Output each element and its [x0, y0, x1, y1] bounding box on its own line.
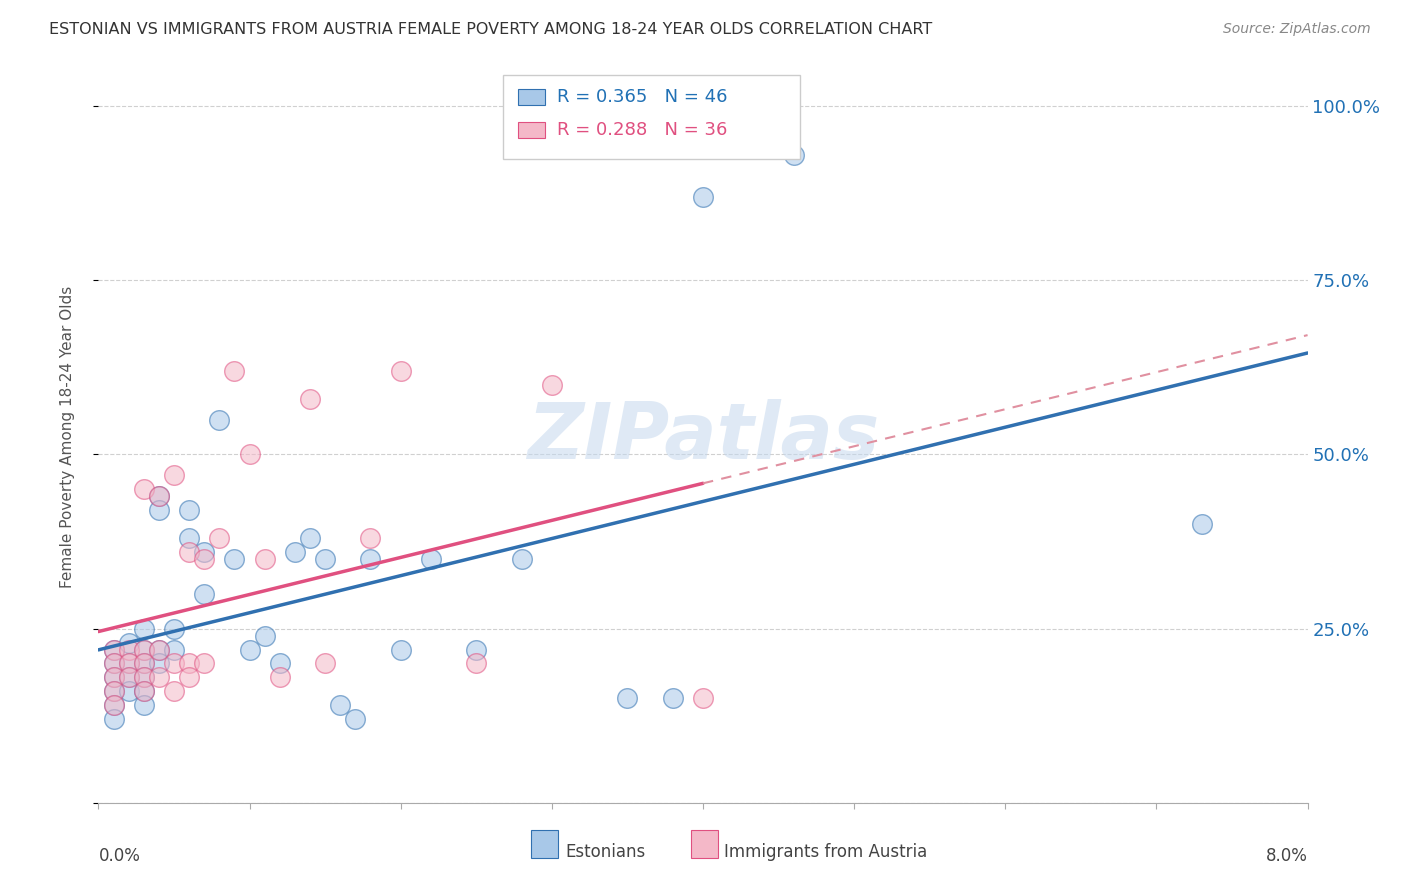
Point [314, 552, 336, 566]
Text: 0.0%: 0.0% [98, 847, 141, 864]
Text: R = 0.288   N = 36: R = 0.288 N = 36 [557, 121, 727, 139]
Point [465, 642, 488, 657]
Point [132, 670, 155, 684]
Point [253, 552, 276, 566]
Point [389, 642, 412, 657]
Point [193, 657, 215, 671]
Point [692, 190, 714, 204]
Point [616, 691, 638, 706]
Point [103, 670, 125, 684]
Point [299, 392, 322, 406]
Point [103, 712, 125, 726]
Point [344, 712, 367, 726]
Point [132, 698, 155, 713]
Point [103, 670, 125, 684]
Point [360, 552, 382, 566]
Point [132, 684, 155, 698]
Point [163, 642, 186, 657]
Point [132, 684, 155, 698]
Point [148, 657, 170, 671]
Text: Source: ZipAtlas.com: Source: ZipAtlas.com [1223, 22, 1371, 37]
Bar [517, 89, 544, 105]
Point [148, 642, 170, 657]
Point [132, 483, 155, 497]
Point [269, 657, 291, 671]
Point [118, 657, 141, 671]
Point [132, 657, 155, 671]
Point [103, 642, 125, 657]
Point [360, 531, 382, 545]
Point [193, 552, 215, 566]
Point [224, 364, 246, 378]
Point [179, 503, 201, 517]
Text: Estonians: Estonians [565, 843, 645, 861]
Point [132, 622, 155, 636]
Point [103, 642, 125, 657]
Point [692, 691, 714, 706]
Point [118, 642, 141, 657]
Point [163, 622, 186, 636]
Point [389, 364, 412, 378]
Point [179, 670, 201, 684]
Point [314, 657, 336, 671]
Text: ZIPatlas: ZIPatlas [527, 399, 879, 475]
Point [148, 670, 170, 684]
Point [661, 691, 683, 706]
Point [179, 531, 201, 545]
Point [465, 657, 488, 671]
Point [208, 412, 231, 426]
Point [118, 684, 141, 698]
Point [299, 531, 322, 545]
Bar [690, 830, 717, 858]
Point [132, 657, 155, 671]
Point [163, 657, 186, 671]
Point [103, 698, 125, 713]
Point [208, 531, 231, 545]
Point [329, 698, 352, 713]
Point [103, 684, 125, 698]
Point [179, 657, 201, 671]
Point [103, 698, 125, 713]
Text: Immigrants from Austria: Immigrants from Austria [724, 843, 927, 861]
Point [239, 642, 262, 657]
Point [148, 489, 170, 503]
Y-axis label: Female Poverty Among 18-24 Year Olds: Female Poverty Among 18-24 Year Olds [60, 286, 75, 588]
Point [193, 545, 215, 559]
Point [132, 642, 155, 657]
Point [163, 684, 186, 698]
Point [132, 670, 155, 684]
Bar [517, 122, 544, 138]
Point [103, 657, 125, 671]
Point [148, 642, 170, 657]
Point [540, 377, 562, 392]
Point [783, 148, 806, 162]
Point [118, 657, 141, 671]
Text: R = 0.365   N = 46: R = 0.365 N = 46 [557, 88, 727, 106]
Point [239, 448, 262, 462]
Point [510, 552, 533, 566]
Point [284, 545, 307, 559]
Point [193, 587, 215, 601]
Point [103, 657, 125, 671]
Point [420, 552, 443, 566]
Point [253, 629, 276, 643]
Bar [531, 830, 558, 858]
Point [118, 635, 141, 649]
Point [103, 684, 125, 698]
Point [269, 670, 291, 684]
Point [224, 552, 246, 566]
Point [148, 489, 170, 503]
Text: 8.0%: 8.0% [1265, 847, 1308, 864]
FancyBboxPatch shape [503, 75, 800, 159]
Point [179, 545, 201, 559]
Point [148, 503, 170, 517]
Point [118, 670, 141, 684]
Point [118, 670, 141, 684]
Point [1191, 517, 1213, 532]
Text: ESTONIAN VS IMMIGRANTS FROM AUSTRIA FEMALE POVERTY AMONG 18-24 YEAR OLDS CORRELA: ESTONIAN VS IMMIGRANTS FROM AUSTRIA FEMA… [49, 22, 932, 37]
Point [163, 468, 186, 483]
Point [132, 642, 155, 657]
